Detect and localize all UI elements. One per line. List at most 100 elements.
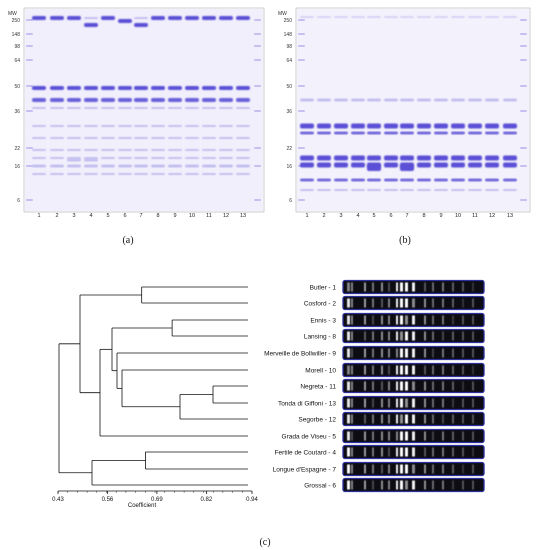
- protein-band: [384, 123, 398, 129]
- protein-band: [503, 16, 517, 18]
- protein-band: [434, 16, 448, 18]
- strip-band: [364, 431, 366, 441]
- cultivar-labels: Butler - 1 Cosford - 2 Ennis - 3 Lansing - …: [264, 285, 336, 490]
- marker-label: 6: [17, 198, 20, 204]
- strip-band: [381, 298, 383, 308]
- strip-band: [432, 480, 434, 490]
- ladder-band: [298, 59, 305, 61]
- protein-band: [236, 157, 250, 159]
- strip-band: [381, 365, 383, 375]
- strip-band: [424, 447, 426, 457]
- protein-band: [185, 98, 199, 102]
- axis-tick-label: 0.56: [102, 497, 114, 503]
- protein-band: [417, 189, 431, 191]
- strip-band: [442, 381, 444, 391]
- protein-band: [134, 157, 148, 159]
- protein-band: [300, 131, 314, 135]
- lane-label: 2: [55, 213, 58, 219]
- protein-band: [118, 149, 132, 151]
- axis-tick-label: 0.94: [246, 497, 258, 503]
- strip-band: [472, 431, 474, 441]
- protein-band: [351, 98, 365, 102]
- strip-band: [400, 414, 403, 424]
- protein-band: [134, 23, 148, 27]
- strip-band: [388, 365, 390, 375]
- protein-band: [434, 123, 448, 129]
- protein-band: [451, 98, 465, 102]
- strip-band: [400, 315, 403, 325]
- strip-band: [462, 381, 464, 391]
- protein-band: [485, 189, 499, 191]
- protein-band: [367, 123, 381, 129]
- strip-band: [347, 464, 350, 474]
- protein-band: [50, 157, 64, 159]
- protein-band: [101, 16, 115, 20]
- strip-band: [347, 414, 350, 424]
- protein-band: [101, 164, 115, 168]
- strip-band: [432, 365, 434, 375]
- protein-band: [168, 137, 182, 139]
- protein-band: [219, 16, 233, 20]
- protein-band: [367, 16, 381, 18]
- protein-band: [101, 125, 115, 127]
- strip-band: [472, 480, 474, 490]
- protein-band: [202, 125, 216, 127]
- dendrogram-tree: [58, 286, 248, 486]
- ladder-band: [520, 165, 527, 167]
- ladder-band: [298, 147, 305, 149]
- protein-band: [300, 98, 314, 102]
- protein-band: [351, 155, 365, 161]
- strip-band: [351, 480, 353, 490]
- gel-b-background: [297, 9, 529, 211]
- strip-band: [400, 398, 403, 408]
- axis-tick-label: 0.43: [52, 497, 64, 503]
- protein-band: [50, 86, 64, 90]
- protein-band: [351, 189, 365, 191]
- protein-band: [32, 107, 46, 109]
- strip-band: [424, 431, 426, 441]
- ladder-band: [298, 199, 305, 201]
- protein-band: [334, 155, 348, 161]
- protein-band: [202, 98, 216, 102]
- strip-band: [347, 381, 350, 391]
- protein-band: [300, 16, 314, 18]
- protein-band: [317, 123, 331, 129]
- strip-band: [396, 414, 398, 424]
- lane-label: 11: [206, 213, 212, 219]
- protein-band: [185, 125, 199, 127]
- protein-band: [168, 16, 182, 20]
- protein-band: [434, 98, 448, 102]
- strip-band: [442, 447, 444, 457]
- protein-band: [468, 123, 482, 129]
- ladder-band: [298, 110, 305, 112]
- ladder-band: [254, 85, 261, 87]
- protein-band: [367, 155, 381, 161]
- strip-band: [424, 331, 426, 341]
- strip-band: [400, 348, 403, 358]
- caption-b: (b): [399, 235, 411, 246]
- protein-band: [468, 131, 482, 135]
- strip-band: [347, 480, 350, 490]
- protein-band: [32, 137, 46, 139]
- protein-band: [317, 131, 331, 135]
- ladder-band: [26, 59, 33, 61]
- protein-band: [219, 107, 233, 109]
- strip-band: [381, 348, 383, 358]
- strip-band: [372, 464, 374, 474]
- protein-band: [417, 131, 431, 135]
- protein-band: [451, 162, 465, 168]
- protein-band: [451, 189, 465, 191]
- strip-band: [405, 298, 408, 308]
- protein-band: [134, 98, 148, 102]
- protein-band: [67, 158, 81, 162]
- ladder-band: [26, 85, 33, 87]
- protein-band: [151, 137, 165, 139]
- protein-band: [101, 149, 115, 151]
- strip-band: [400, 480, 403, 490]
- strip-band: [412, 331, 415, 341]
- strip-band: [405, 381, 408, 391]
- protein-band: [468, 189, 482, 191]
- strip-band: [351, 431, 353, 441]
- protein-band: [151, 86, 165, 90]
- ladder-band: [26, 33, 33, 35]
